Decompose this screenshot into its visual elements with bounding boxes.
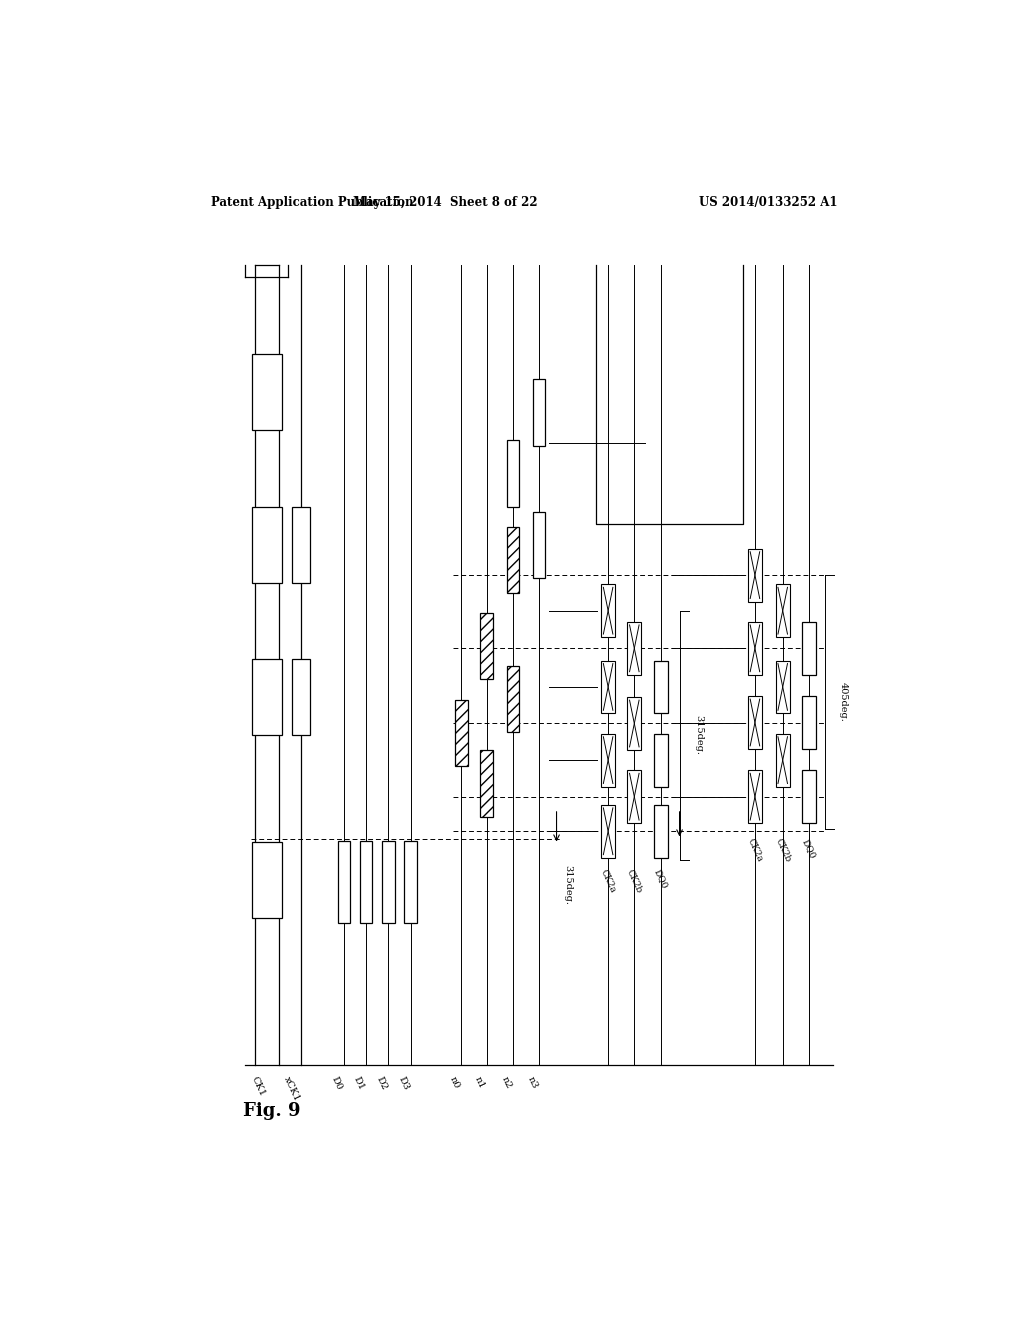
Text: n2: n2 (500, 1076, 513, 1090)
Bar (627, 771, 641, 824)
Text: 315deg.: 315deg. (563, 865, 571, 904)
Bar (404, 841, 417, 923)
Bar (627, 697, 641, 750)
Bar (802, 696, 816, 748)
Bar (480, 751, 494, 817)
Bar (601, 585, 615, 638)
Bar (654, 805, 669, 858)
Bar (802, 622, 816, 675)
Text: 405deg.: 405deg. (839, 682, 848, 722)
Text: D3: D3 (396, 1076, 411, 1092)
Bar (252, 842, 282, 919)
Bar (775, 734, 790, 787)
Bar (532, 512, 546, 578)
Bar (338, 841, 350, 923)
Bar (654, 734, 669, 787)
Text: D1: D1 (352, 1076, 367, 1092)
Text: 315deg.: 315deg. (694, 715, 702, 755)
Bar (359, 841, 373, 923)
Bar (748, 696, 762, 748)
Text: n0: n0 (447, 1076, 461, 1090)
Text: Fig. 9: Fig. 9 (243, 1102, 301, 1119)
Bar (292, 507, 309, 582)
Bar (748, 622, 762, 675)
Bar (654, 660, 669, 713)
Bar (802, 771, 816, 824)
Text: CK2b: CK2b (625, 867, 644, 895)
Text: CK2b: CK2b (773, 837, 793, 863)
Text: CK2a: CK2a (745, 837, 764, 863)
Text: DQ0: DQ0 (801, 837, 817, 859)
Text: May 15, 2014  Sheet 8 of 22: May 15, 2014 Sheet 8 of 22 (353, 195, 538, 209)
Bar (382, 841, 394, 923)
Text: Patent Application Publication: Patent Application Publication (211, 195, 414, 209)
Text: D2: D2 (374, 1076, 388, 1092)
Bar (775, 660, 790, 713)
Bar (507, 667, 519, 733)
Bar (252, 659, 282, 735)
Bar (507, 527, 519, 593)
Text: n3: n3 (525, 1076, 539, 1090)
Bar (627, 622, 641, 675)
Text: CK1: CK1 (250, 1076, 267, 1098)
Text: xCK1: xCK1 (282, 1076, 301, 1104)
Bar (252, 507, 282, 582)
Bar (455, 700, 468, 766)
Bar (252, 354, 282, 430)
Bar (601, 660, 615, 713)
Text: CK2a: CK2a (599, 867, 617, 894)
Bar (532, 379, 546, 446)
Bar (748, 771, 762, 824)
Bar (601, 734, 615, 787)
Text: DQ0: DQ0 (653, 867, 670, 890)
Text: n1: n1 (473, 1076, 486, 1090)
Bar (775, 585, 790, 638)
Bar (748, 549, 762, 602)
Bar (507, 441, 519, 507)
Bar (601, 805, 615, 858)
Text: D0: D0 (330, 1076, 344, 1092)
Text: US 2014/0133252 A1: US 2014/0133252 A1 (699, 195, 838, 209)
Bar (480, 614, 494, 680)
Bar (292, 659, 309, 735)
